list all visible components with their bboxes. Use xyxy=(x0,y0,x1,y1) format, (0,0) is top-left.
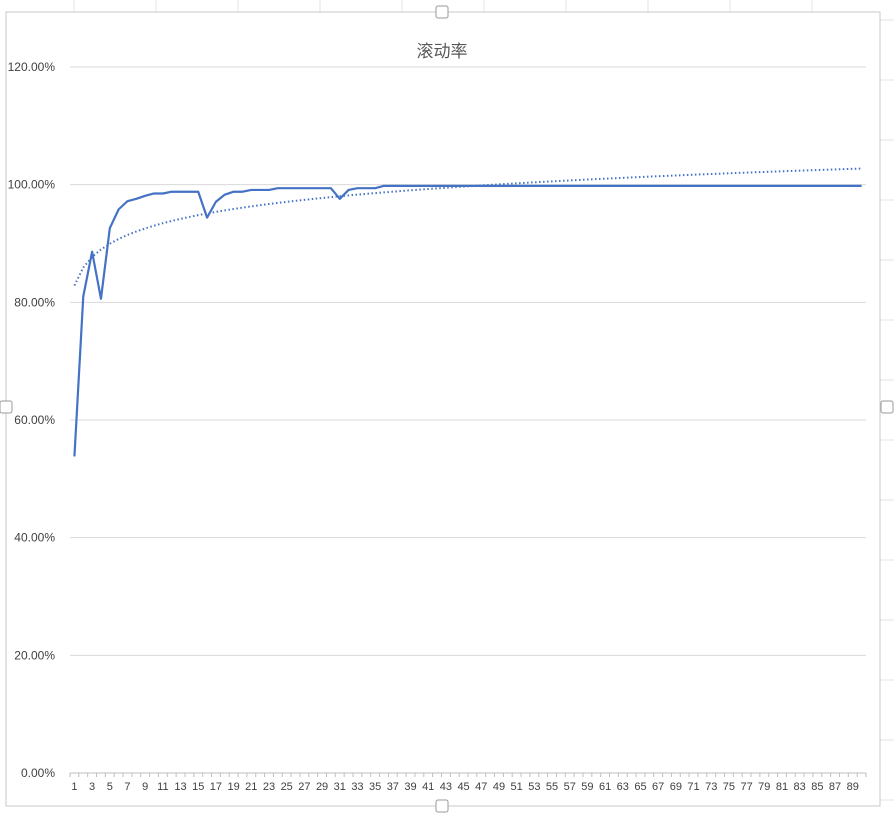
x-tick-label: 19 xyxy=(227,781,239,793)
x-tick-label: 27 xyxy=(298,781,310,793)
trendline xyxy=(73,167,862,287)
x-tick-label: 33 xyxy=(351,781,363,793)
resize-handle[interactable] xyxy=(0,400,13,414)
x-tick-label: 89 xyxy=(847,781,859,793)
x-tick-label: 15 xyxy=(192,781,204,793)
x-tick-label: 87 xyxy=(829,781,841,793)
x-axis xyxy=(69,772,867,777)
x-tick-label: 1 xyxy=(71,781,77,793)
y-tick-label: 120.00% xyxy=(8,60,56,74)
x-tick-label: 53 xyxy=(528,781,540,793)
x-tick-label: 31 xyxy=(334,781,346,793)
chart-title: 滚动率 xyxy=(417,42,468,61)
x-tick-label: 61 xyxy=(599,781,611,793)
x-tick-label: 49 xyxy=(493,781,505,793)
x-tick-label: 21 xyxy=(245,781,257,793)
y-tick-label: 80.00% xyxy=(14,295,55,309)
sheet-background-grid xyxy=(73,0,894,801)
x-tick-label: 3 xyxy=(89,781,95,793)
y-tick-label: 60.00% xyxy=(14,413,55,427)
x-tick-label: 85 xyxy=(811,781,823,793)
x-tick-label: 11 xyxy=(157,781,168,793)
x-tick-label: 13 xyxy=(174,781,186,793)
x-tick-label: 29 xyxy=(316,781,328,793)
x-tick-label: 51 xyxy=(511,781,523,793)
x-tick-label: 17 xyxy=(210,781,222,793)
x-tick-label: 45 xyxy=(457,781,469,793)
series-layer xyxy=(73,167,862,457)
x-tick-label: 69 xyxy=(670,781,682,793)
x-tick-label: 75 xyxy=(723,781,735,793)
x-tick-label: 41 xyxy=(422,781,434,793)
x-tick-label: 23 xyxy=(263,781,275,793)
x-tick-label: 83 xyxy=(794,781,806,793)
y-tick-label: 40.00% xyxy=(14,531,55,545)
y-axis-tick-labels: 0.00% 20.00% 40.00% 60.00% 80.00% 100.00% 120.… xyxy=(8,60,56,780)
x-tick-label: 65 xyxy=(634,781,646,793)
x-tick-label: 67 xyxy=(652,781,664,793)
y-tick-label: 0.00% xyxy=(21,766,55,780)
x-tick-label: 59 xyxy=(581,781,593,793)
y-tick-label: 100.00% xyxy=(8,178,56,192)
x-tick-label: 37 xyxy=(387,781,399,793)
chart-frame[interactable] xyxy=(5,11,881,807)
y-tick-label: 20.00% xyxy=(14,648,55,662)
x-tick-label: 43 xyxy=(440,781,452,793)
x-tick-label: 7 xyxy=(124,781,130,793)
resize-handle[interactable] xyxy=(880,400,894,414)
x-tick-label: 25 xyxy=(281,781,293,793)
x-tick-label: 63 xyxy=(617,781,629,793)
resize-handle[interactable] xyxy=(435,5,449,19)
x-tick-label: 77 xyxy=(740,781,752,793)
x-tick-label: 5 xyxy=(107,781,113,793)
resize-handle[interactable] xyxy=(435,799,449,813)
resize-handles[interactable] xyxy=(0,5,894,813)
x-tick-label: 57 xyxy=(564,781,576,793)
x-tick-label: 39 xyxy=(404,781,416,793)
x-tick-label: 79 xyxy=(758,781,770,793)
x-axis-tick-labels: 1 3 5 7 9 11 13 15 17 19 21 23 25 27 29 31 33 35 37 39 41 43 4… xyxy=(71,781,858,793)
x-tick-label: 55 xyxy=(546,781,558,793)
x-tick-label: 47 xyxy=(475,781,487,793)
x-tick-label: 71 xyxy=(687,781,699,793)
x-tick-label: 9 xyxy=(142,781,148,793)
x-tick-label: 73 xyxy=(705,781,717,793)
x-tick-label: 81 xyxy=(776,781,788,793)
x-tick-label: 35 xyxy=(369,781,381,793)
